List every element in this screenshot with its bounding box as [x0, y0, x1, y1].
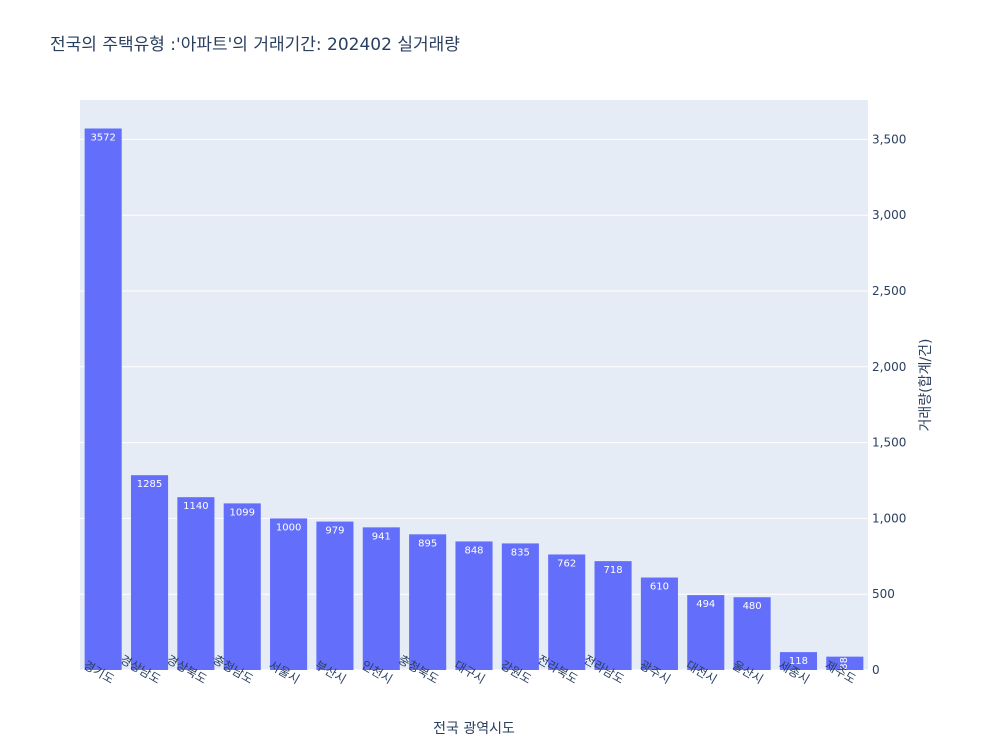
bar-data-label: 941 — [372, 531, 391, 542]
bar-data-label: 895 — [418, 538, 437, 549]
bar — [501, 543, 539, 670]
bar-data-label: 1099 — [230, 507, 255, 518]
y-axis-title: 거래량(합계/건) — [918, 339, 934, 432]
y-tick-label: 1,000 — [872, 511, 906, 525]
bar — [409, 534, 447, 670]
bar-data-label: 610 — [650, 582, 669, 593]
bar-data-label: 1000 — [276, 522, 301, 533]
bar-data-label: 1140 — [183, 501, 208, 512]
bar-data-label: 835 — [511, 547, 530, 558]
bar — [84, 128, 122, 670]
y-tick-label: 0 — [872, 663, 880, 677]
bar-labels: 3572 1285 1140 1099 1000 979 941 895 848 835 762 71… — [90, 133, 849, 670]
bar-data-label: 1285 — [137, 479, 162, 490]
y-tick-label: 2,500 — [872, 284, 906, 298]
bar-data-label: 762 — [557, 558, 576, 569]
bar — [779, 652, 818, 670]
bar — [733, 597, 771, 670]
bar-data-label: 480 — [743, 601, 762, 612]
bar — [362, 527, 400, 670]
y-tick-label: 3,500 — [872, 132, 906, 146]
bar — [687, 595, 725, 670]
bar — [270, 518, 308, 670]
bar — [223, 503, 261, 670]
bar-data-label: 718 — [604, 565, 623, 576]
bar-data-label: 3572 — [90, 133, 115, 144]
bar — [455, 541, 493, 670]
bar-data-label: 118 — [789, 656, 808, 667]
bar — [594, 561, 632, 670]
bar — [640, 577, 678, 670]
bar — [316, 521, 354, 670]
bar-data-label: 494 — [696, 599, 715, 610]
bar-data-label: 88 — [839, 657, 850, 670]
y-tick-label: 500 — [872, 587, 895, 601]
bars — [84, 128, 864, 670]
bar — [177, 497, 215, 670]
bar — [130, 475, 169, 670]
bar-data-label: 979 — [325, 526, 344, 537]
bar-data-label: 848 — [464, 545, 483, 556]
y-tick-label: 1,500 — [872, 436, 906, 450]
bar — [826, 656, 864, 670]
y-axis-ticks: 0 500 1,000 1,500 2,000 2,500 3,000 3,500 — [872, 132, 906, 677]
y-tick-label: 2,000 — [872, 360, 906, 374]
y-tick-label: 3,000 — [872, 208, 906, 222]
x-axis-title: 전국 광역시도 — [433, 721, 515, 737]
chart-title: 전국의 주택유형 :'아파트'의 거래기간: 202402 실거래량 — [50, 35, 460, 55]
bar — [548, 554, 586, 670]
